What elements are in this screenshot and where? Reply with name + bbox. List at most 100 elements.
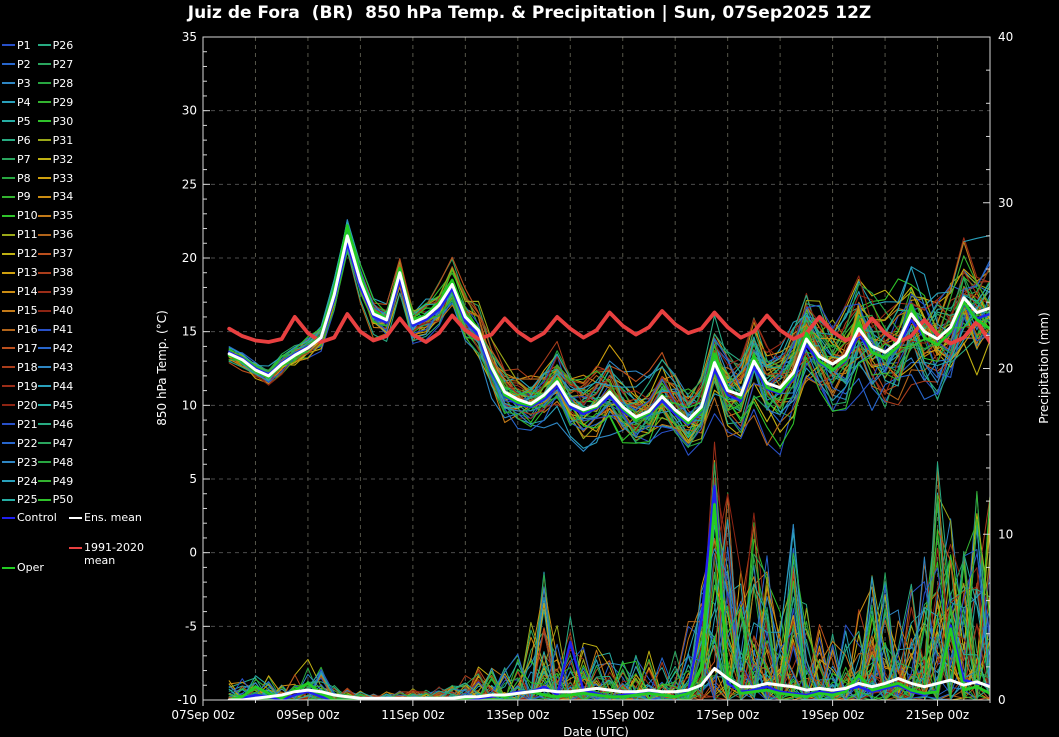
member-line-swatch: [2, 290, 15, 293]
member-line-swatch: [37, 309, 51, 312]
legend-member-label: P11: [17, 228, 38, 242]
member-line-swatch: [2, 82, 15, 85]
legend-item-ens-mean: Ens. mean: [69, 511, 142, 524]
member-line-swatch: [2, 271, 15, 274]
member-precip-line: [228, 461, 990, 700]
y-left-tick-label: 5: [189, 472, 197, 486]
member-line-swatch: [2, 233, 15, 236]
member-line-swatch: [37, 271, 51, 274]
legend-item-p15: P15: [2, 301, 38, 320]
legend-member-label: P21: [17, 417, 38, 431]
legend-member-label: P25: [17, 493, 38, 507]
legend-member-label: P15: [17, 304, 38, 318]
member-temp-line: [228, 219, 990, 417]
legend-item-p16: P16: [2, 320, 38, 339]
legend-item-control: Control: [2, 511, 57, 524]
member-line-swatch: [37, 82, 51, 85]
x-tick-label: 13Sep 00z: [486, 708, 549, 722]
member-line-swatch: [2, 423, 15, 426]
member-line-swatch: [2, 44, 15, 47]
legend-member-label: P40: [52, 304, 74, 318]
ens-mean-precip-line: [227, 667, 990, 700]
member-precip-line: [228, 519, 990, 700]
ens-mean-line-swatch: [69, 516, 82, 519]
legend-item-p1: P1: [2, 36, 38, 55]
legend-item-p42: P42: [37, 339, 73, 358]
legend-item-oper: Oper: [2, 561, 44, 574]
member-line-swatch: [2, 461, 15, 464]
legend-member-label: P50: [52, 493, 74, 507]
legend-item-p11: P11: [2, 225, 38, 244]
legend-item-p26: P26: [37, 36, 74, 55]
legend-member-label: P1: [17, 38, 31, 52]
member-line-swatch: [2, 480, 15, 483]
member-line-swatch: [2, 158, 15, 161]
member-line-swatch: [37, 177, 51, 180]
ens-mean-temp-line: [227, 234, 990, 422]
legend-item-p4: P4: [2, 93, 38, 112]
legend-member-label: P36: [52, 228, 74, 242]
member-temp-line: [228, 225, 990, 448]
member-line-swatch: [37, 328, 51, 331]
member-line-swatch: [37, 442, 51, 445]
legend-item-p10: P10: [2, 206, 38, 225]
y-left-tick-label: -10: [177, 693, 197, 707]
legend-member-label: P12: [17, 247, 38, 261]
legend-item-p29: P29: [37, 93, 74, 112]
legend-member-label: P38: [52, 266, 74, 280]
legend-member-label: P29: [52, 95, 74, 109]
legend-member-label: P32: [52, 152, 74, 166]
member-line-swatch: [37, 366, 51, 369]
legend-item-p21: P21: [2, 415, 38, 434]
climatology-line-swatch: [69, 547, 82, 549]
x-tick-label: 11Sep 00z: [381, 708, 444, 722]
legend-member-label: P34: [52, 190, 74, 204]
legend-item-p31: P31: [37, 131, 73, 150]
legend-member-label: P6: [17, 133, 31, 147]
member-line-swatch: [37, 101, 51, 104]
legend-item-p8: P8: [2, 169, 38, 188]
legend-item-p30: P30: [37, 112, 73, 131]
legend-item-p17: P17: [2, 339, 38, 358]
chart-title: Juiz de Fora (BR) 850 hPa Temp. & Precip…: [187, 3, 872, 23]
x-tick-label: 21Sep 00z: [906, 708, 969, 722]
y-left-tick-label: 15: [182, 325, 197, 339]
legend-item-p49: P49: [37, 472, 74, 491]
y-right-tick-label: 40: [998, 30, 1013, 44]
legend-item-p12: P12: [2, 244, 38, 263]
legend-member-label: P46: [52, 417, 74, 431]
legend-item-p40: P40: [37, 301, 74, 320]
legend-member-label: P7: [17, 152, 31, 166]
member-line-swatch: [37, 290, 51, 293]
member-line-swatch: [37, 252, 51, 255]
legend-member-label: P26: [52, 38, 74, 52]
member-line-swatch: [37, 347, 51, 350]
y-left-tick-label: 35: [182, 30, 197, 44]
legend-member-label: P45: [52, 398, 74, 412]
x-axis-label: Date (UTC): [563, 725, 629, 737]
legend-member-label: P20: [17, 398, 38, 412]
member-line-swatch: [2, 385, 15, 388]
member-line-swatch: [2, 214, 15, 217]
legend-member-label: P49: [52, 474, 74, 488]
legend-member-label: P10: [17, 209, 38, 223]
y-left-tick-label: 20: [182, 251, 197, 265]
member-line-swatch: [2, 120, 15, 123]
member-precip-line: [228, 524, 990, 700]
legend-item-p20: P20: [2, 396, 38, 415]
legend-member-label: P19: [17, 379, 38, 393]
legend-member-label: P14: [17, 285, 38, 299]
legend-item-p44: P44: [37, 377, 73, 396]
legend-item-p2: P2: [2, 55, 38, 74]
legend-member-label: P5: [17, 114, 31, 128]
member-line-swatch: [37, 195, 51, 198]
legend-label-climatology-line2: mean: [84, 554, 116, 567]
y-left-tick-label: -5: [185, 619, 197, 633]
legend-item-p46: P46: [37, 415, 74, 434]
legend-item-p37: P37: [37, 244, 73, 263]
legend-member-label: P27: [52, 57, 74, 71]
legend-item-p14: P14: [2, 282, 38, 301]
legend-item-p43: P43: [37, 358, 73, 377]
y-left-tick-label: 25: [182, 177, 197, 191]
